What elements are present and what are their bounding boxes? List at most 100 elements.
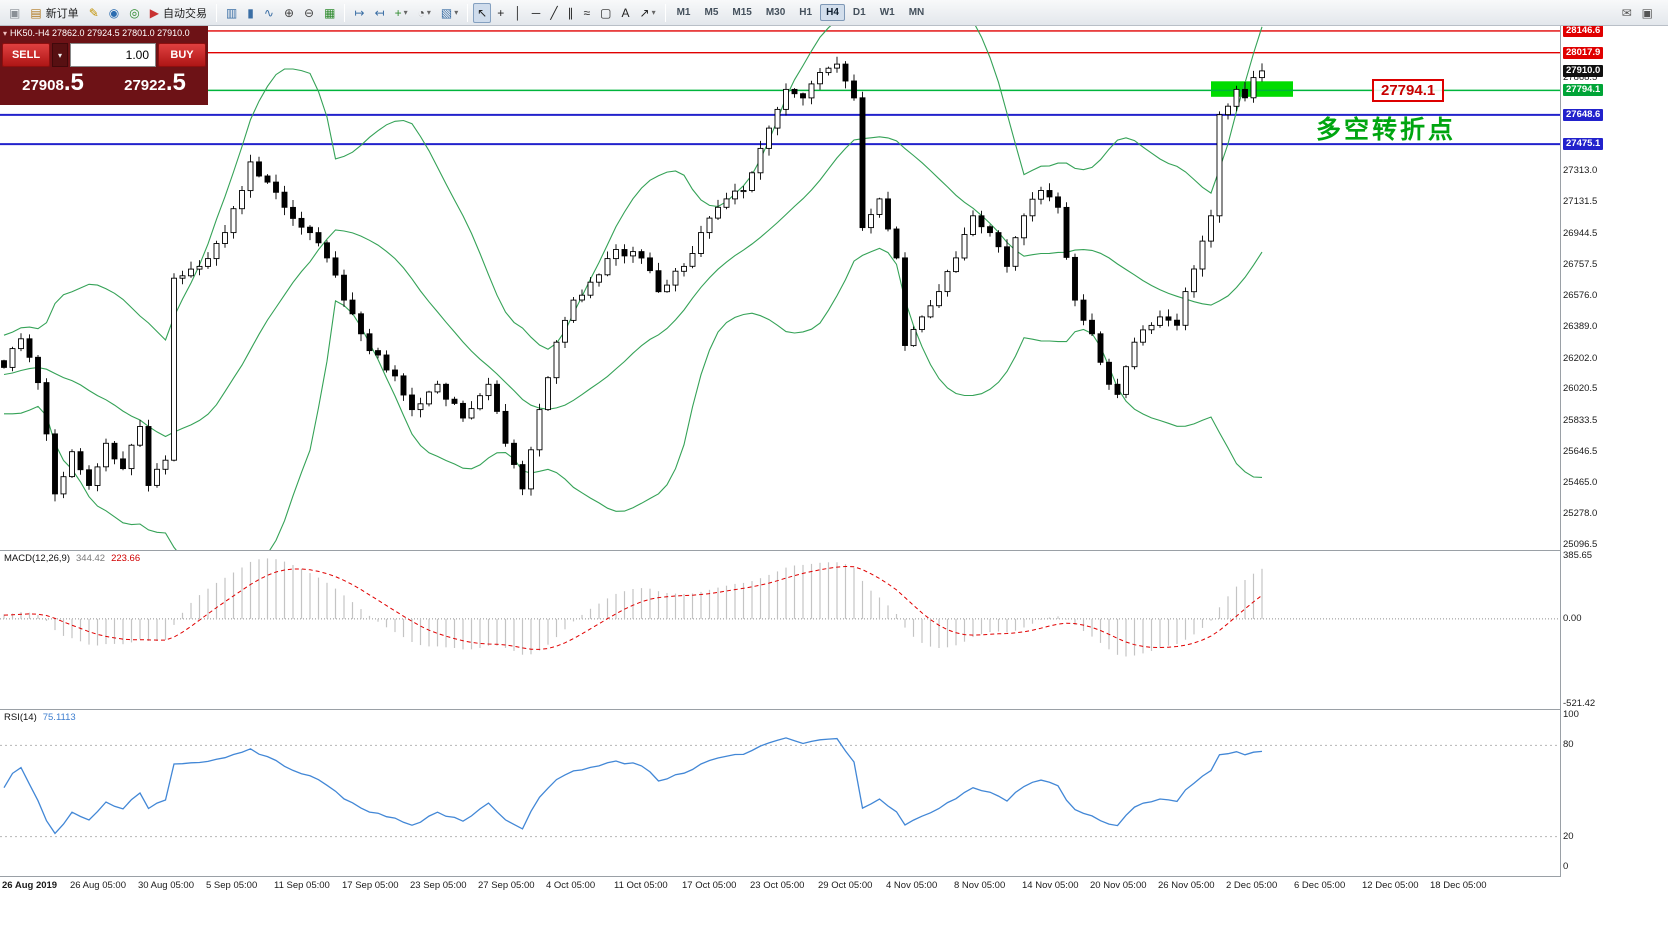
time-axis[interactable]: 26 Aug 2019 26 Aug 05:00 30 Aug 05:00 5 Sep… — [0, 877, 1668, 895]
vertical-line-button[interactable]: │ — [510, 3, 526, 23]
periods-button[interactable]: ◔ ▾ — [414, 3, 435, 23]
chat-button[interactable]: ▣ — [1638, 3, 1657, 23]
buy-price[interactable]: 27922.5 — [124, 69, 186, 96]
axis-tick-label: 0.00 — [1563, 612, 1582, 624]
horizontal-line-icon: ─ — [531, 5, 541, 20]
volume-dropdown-button[interactable]: ▾ — [52, 43, 68, 67]
timeframe-button-W1[interactable]: W1 — [879, 7, 895, 18]
chart-bars-button[interactable]: ▥ — [222, 3, 241, 23]
axis-tick-label: 25096.5 — [1563, 539, 1598, 551]
mail-button[interactable]: ✉ — [1618, 3, 1636, 23]
rsi-line — [3, 737, 1263, 835]
window-button[interactable]: ▣ — [5, 3, 24, 23]
sell-price[interactable]: 27908.5 — [22, 69, 84, 96]
zoom-out-icon: ⊖ — [304, 5, 315, 20]
shapes-icon: ▢ — [600, 5, 612, 20]
chevron-down-icon: ▾ — [403, 8, 408, 17]
window-icon: ▣ — [9, 5, 21, 20]
price-badge: 27794.1 — [1563, 84, 1604, 97]
crosshair-button[interactable]: + — [493, 3, 508, 23]
axis-tick-label: 26944.5 — [1563, 227, 1598, 239]
shapes-button[interactable]: ▢ — [596, 3, 615, 23]
axis-tick-label: 100 — [1563, 709, 1579, 720]
chart-candles-button[interactable]: ▮ — [243, 3, 258, 23]
macd-panel[interactable] — [0, 551, 1560, 709]
chart-shift-button[interactable]: ↤ — [371, 3, 389, 23]
axis-tick-label: 26389.0 — [1563, 321, 1598, 333]
cursor-button[interactable]: ↖ — [473, 2, 492, 23]
panel-separator[interactable] — [0, 709, 1668, 710]
time-axis-label: 29 Oct 05:00 — [818, 880, 873, 891]
macd-histogram — [3, 558, 1263, 657]
time-axis-label: 26 Aug 05:00 — [70, 880, 126, 891]
text-button[interactable]: A — [617, 3, 633, 23]
price-axis[interactable]: 27868.5 27313.0 27131.5 26944.5 26757.5 26576… — [1560, 24, 1668, 877]
new-order-icon: ▤ — [30, 5, 42, 20]
time-axis-label: 14 Nov 05:00 — [1022, 880, 1079, 891]
time-axis-label: 26 Nov 05:00 — [1158, 880, 1215, 891]
toolbar-separator — [664, 3, 666, 22]
price-level-label[interactable]: 27794.1 — [1372, 79, 1445, 102]
timeframe-button-D1[interactable]: D1 — [852, 7, 866, 18]
arrows-button[interactable]: ↗ ▾ — [636, 3, 660, 23]
community-icon: ◉ — [108, 5, 120, 20]
indicators-icon: + — [394, 5, 402, 20]
toolbar-separator — [467, 3, 469, 22]
indicators-button[interactable]: + ▾ — [391, 3, 412, 23]
fibonacci-icon: ≈ — [583, 5, 591, 20]
rsi-panel[interactable] — [0, 710, 1560, 874]
horizontal-line-button[interactable]: ─ — [528, 3, 545, 23]
tile-windows-icon: ▦ — [324, 5, 336, 20]
macd-indicator-label: MACD(12,26,9) 344.42 223.66 — [4, 553, 141, 564]
one-click-trade-panel: SELL ▾ BUY 27908.5 27922.5 — [0, 40, 208, 105]
community-button[interactable]: ◉ — [105, 3, 123, 23]
channel-button[interactable]: ∥ — [564, 3, 578, 23]
buy-button[interactable]: BUY — [158, 43, 206, 67]
timeframe-button-M15[interactable]: M15 — [732, 7, 752, 18]
metaeditor-button[interactable]: ✎ — [85, 3, 103, 23]
bollinger-upper-line — [3, 24, 1263, 350]
trendline-button[interactable]: ╱ — [546, 3, 561, 23]
price-badge: 27475.1 — [1563, 138, 1604, 151]
fibonacci-button[interactable]: ≈ — [580, 3, 595, 23]
zoom-out-button[interactable]: ⊖ — [300, 3, 318, 23]
chevron-down-icon: ▾ — [426, 8, 431, 17]
chart-line-button[interactable]: ∿ — [260, 3, 278, 23]
chevron-down-icon: ▾ — [651, 8, 656, 17]
timeframe-button-M5[interactable]: M5 — [704, 7, 719, 18]
axis-tick-label: 385.65 — [1563, 550, 1593, 561]
timeframe-button-M1[interactable]: M1 — [676, 7, 691, 18]
timeframe-button-MN[interactable]: MN — [908, 7, 925, 18]
tile-windows-button[interactable]: ▦ — [320, 3, 339, 23]
cursor-icon: ↖ — [477, 5, 488, 20]
time-axis-label: 26 Aug 2019 — [2, 880, 58, 891]
bollinger-middle-line — [3, 136, 1263, 438]
sell-button[interactable]: SELL — [2, 43, 50, 67]
time-axis-label: 11 Oct 05:00 — [614, 880, 668, 891]
zoom-in-button[interactable]: ⊕ — [280, 3, 298, 23]
market-button[interactable]: ◎ — [125, 3, 143, 23]
chart-line-icon: ∿ — [263, 5, 274, 20]
time-axis-label: 2 Dec 05:00 — [1226, 880, 1278, 891]
time-axis-label: 27 Sep 05:00 — [478, 880, 535, 891]
axis-tick-label: 26757.5 — [1563, 259, 1598, 271]
volume-input[interactable] — [70, 43, 156, 67]
axis-tick-label: 0 — [1563, 861, 1569, 872]
new-order-button-label: 新订单 — [45, 7, 79, 20]
new-order-button[interactable]: ▤ 新订单 — [26, 3, 82, 23]
autoscroll-button[interactable]: ↦ — [350, 3, 368, 23]
chevron-down-icon: ▾ — [454, 8, 459, 17]
timeframe-button-M30[interactable]: M30 — [765, 7, 786, 18]
toolbar-separator — [344, 3, 346, 22]
autotrading-button[interactable]: ▶ 自动交易 — [146, 3, 211, 23]
templates-button[interactable]: ▧ ▾ — [437, 3, 462, 23]
price-badge: 27910.0 — [1563, 64, 1604, 77]
price-badge: 27648.6 — [1563, 108, 1604, 121]
timeframe-button-H1[interactable]: H1 — [799, 7, 813, 18]
main-chart[interactable] — [0, 24, 1560, 550]
axis-tick-label: 80 — [1563, 739, 1574, 751]
timeframe-button-H4[interactable]: H4 — [820, 4, 845, 21]
toolbar-right-icons: ✉ ▣ — [1617, 3, 1658, 23]
panel-separator[interactable] — [0, 550, 1668, 551]
panel-collapse-icon[interactable]: ▾ — [3, 28, 8, 38]
